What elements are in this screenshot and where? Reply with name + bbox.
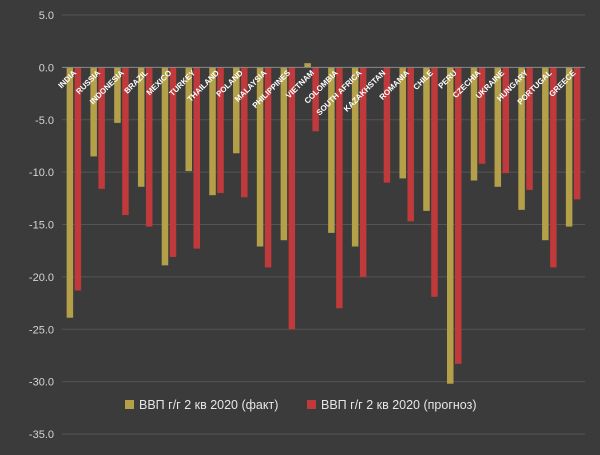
bar-forecast <box>502 67 510 174</box>
bar-fact <box>304 63 311 68</box>
legend-label-forecast: ВВП г/г 2 кв 2020 (прогноз) <box>321 398 477 412</box>
bar-fact <box>565 67 573 227</box>
bar-fact <box>494 67 502 187</box>
legend-swatch-forecast <box>307 400 316 409</box>
bar-forecast <box>217 67 224 194</box>
bar-fact <box>399 67 406 179</box>
bar-fact <box>233 67 240 154</box>
bars <box>66 63 581 384</box>
bar-fact <box>66 67 74 318</box>
legend-label-fact: ВВП г/г 2 кв 2020 (факт) <box>139 398 278 412</box>
bar-forecast <box>336 67 343 309</box>
bar-fact <box>114 67 121 123</box>
bar-fact <box>470 67 478 181</box>
bar-fact <box>161 67 169 266</box>
bar-fact <box>351 67 359 247</box>
bar-fact <box>423 67 430 211</box>
bar-forecast <box>573 67 581 200</box>
y-tick-label: 0.0 <box>39 62 54 74</box>
bar-forecast <box>359 67 367 277</box>
bar-forecast <box>74 67 82 291</box>
bar-fact <box>185 67 192 172</box>
bar-fact <box>256 67 264 247</box>
y-tick-label: -30.0 <box>29 377 54 389</box>
bar-fact <box>518 67 525 210</box>
bar-fact <box>209 67 216 196</box>
bar-forecast <box>264 67 272 268</box>
bar-fact <box>447 67 454 384</box>
y-tick-label: -5.0 <box>35 115 54 127</box>
bar-forecast <box>407 67 414 222</box>
y-tick-label: -15.0 <box>29 220 54 232</box>
y-tick-label: -25.0 <box>29 324 54 336</box>
bar-fact <box>280 67 288 241</box>
bar-forecast <box>98 67 105 189</box>
bar-forecast <box>169 67 177 257</box>
y-tick-label: -35.0 <box>29 429 54 441</box>
bar-forecast <box>478 67 486 164</box>
bar-forecast <box>312 67 319 132</box>
legend-swatch-fact <box>125 400 134 409</box>
bar-forecast <box>288 67 296 330</box>
y-tick-label: -20.0 <box>29 272 54 284</box>
legend: ВВП г/г 2 кв 2020 (факт) ВВП г/г 2 кв 20… <box>125 398 477 412</box>
bar-forecast <box>455 67 462 364</box>
bar-fact <box>542 67 549 241</box>
bar-fact <box>137 67 145 187</box>
bar-forecast <box>383 67 391 183</box>
bar-forecast <box>431 67 438 297</box>
bar-forecast <box>550 67 557 268</box>
y-tick-label: 5.0 <box>39 10 54 22</box>
bar-fact <box>328 67 335 233</box>
bar-forecast <box>122 67 129 216</box>
y-axis-ticks: 5.0 0.0 -5.0 -10.0 -15.0 -20.0 -25.0 -30.0 -35.0 <box>29 10 54 441</box>
bar-forecast <box>526 67 533 190</box>
bar-fact <box>90 67 97 157</box>
y-tick-label: -10.0 <box>29 167 54 179</box>
bar-forecast <box>145 67 153 227</box>
bar-forecast <box>193 67 200 249</box>
bar-forecast <box>241 67 248 198</box>
